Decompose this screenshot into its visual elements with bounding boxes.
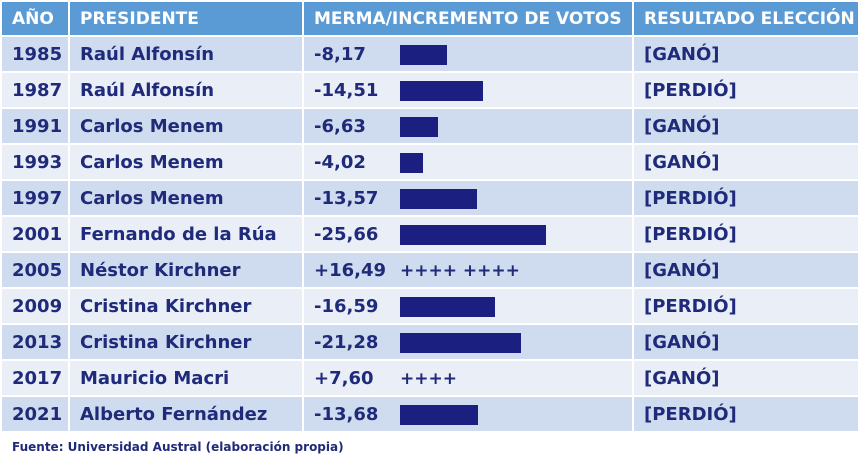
change-cell: -4,02 [302,143,634,181]
change-value: -25,66 [314,223,379,245]
loss-bar [400,224,547,245]
result-cell: [GANÓ] [632,323,860,361]
year-cell: 1991 [0,107,70,145]
table-row: 2013 Cristina Kirchner -21,28 [GANÓ] [0,323,860,361]
change-cell: -8,17 [302,35,634,73]
change-value: -13,68 [314,403,379,425]
table-row: 2021 Alberto Fernández -13,68 [PERDIÓ] [0,395,860,433]
change-value: +7,60 [314,367,374,389]
president-cell: Raúl Alfonsín [68,35,304,73]
header-result: RESULTADO ELECCIÓN [632,0,860,37]
year-cell: 2005 [0,251,70,289]
gain-marker: ++++ ++++ [400,260,520,281]
header-row: AÑO PRESIDENTE MERMA/INCREMENTO DE VOTOS… [0,0,860,37]
table-row: 2009 Cristina Kirchner -16,59 [PERDIÓ] [0,287,860,325]
result-cell: [PERDIÓ] [632,71,860,109]
year-cell: 2021 [0,395,70,433]
change-cell: -21,28 [302,323,634,361]
change-cell: -13,57 [302,179,634,217]
result-cell: [PERDIÓ] [632,215,860,253]
president-cell: Néstor Kirchner [68,251,304,289]
result-cell: [PERDIÓ] [632,179,860,217]
loss-bar [400,296,495,317]
president-cell: Carlos Menem [68,107,304,145]
year-cell: 1987 [0,71,70,109]
result-cell: [GANÓ] [632,35,860,73]
table-row: 1991 Carlos Menem -6,63 [GANÓ] [0,107,860,145]
year-cell: 2001 [0,215,70,253]
year-cell: 1997 [0,179,70,217]
loss-bar [400,188,478,209]
result-cell: [GANÓ] [632,107,860,145]
president-cell: Raúl Alfonsín [68,71,304,109]
table-row: 1987 Raúl Alfonsín -14,51 [PERDIÓ] [0,71,860,109]
change-value: -6,63 [314,115,366,137]
table-row: 2001 Fernando de la Rúa -25,66 [PERDIÓ] [0,215,860,253]
loss-bar [400,44,447,65]
change-value: +16,49 [314,259,387,281]
header-president: PRESIDENTE [68,0,304,37]
president-cell: Carlos Menem [68,143,304,181]
table-row: 1993 Carlos Menem -4,02 [GANÓ] [0,143,860,181]
president-cell: Carlos Menem [68,179,304,217]
loss-bar [400,152,423,173]
year-cell: 2017 [0,359,70,397]
year-cell: 1993 [0,143,70,181]
change-cell: -25,66 [302,215,634,253]
change-cell: -13,68 [302,395,634,433]
change-value: -8,17 [314,43,366,65]
change-cell: -6,63 [302,107,634,145]
table-row: 2005 Néstor Kirchner +16,49 ++++ ++++ [GANÓ] [0,251,860,289]
loss-bar [400,332,522,353]
loss-bar [400,404,478,425]
header-year: AÑO [0,0,70,37]
table-row: 1997 Carlos Menem -13,57 [PERDIÓ] [0,179,860,217]
change-value: -21,28 [314,331,379,353]
year-cell: 2013 [0,323,70,361]
president-cell: Fernando de la Rúa [68,215,304,253]
change-cell: -16,59 [302,287,634,325]
table-row: 1985 Raúl Alfonsín -8,17 [GANÓ] [0,35,860,73]
result-cell: [GANÓ] [632,359,860,397]
result-cell: [PERDIÓ] [632,287,860,325]
year-cell: 1985 [0,35,70,73]
votes-table: AÑO PRESIDENTE MERMA/INCREMENTO DE VOTOS… [0,0,860,433]
change-value: -4,02 [314,151,366,173]
source-note: Fuente: Universidad Austral (elaboración… [12,440,344,454]
table-row: 2017 Mauricio Macri +7,60 ++++ [GANÓ] [0,359,860,397]
gain-marker: ++++ [400,368,457,389]
change-cell: +16,49 ++++ ++++ [302,251,634,289]
loss-bar [400,116,438,137]
loss-bar [400,80,483,101]
year-cell: 2009 [0,287,70,325]
president-cell: Cristina Kirchner [68,323,304,361]
change-value: -14,51 [314,79,379,101]
result-cell: [PERDIÓ] [632,395,860,433]
president-cell: Mauricio Macri [68,359,304,397]
change-value: -13,57 [314,187,379,209]
change-value: -16,59 [314,295,379,317]
president-cell: Cristina Kirchner [68,287,304,325]
change-cell: +7,60 ++++ [302,359,634,397]
change-cell: -14,51 [302,71,634,109]
header-change: MERMA/INCREMENTO DE VOTOS [302,0,634,37]
result-cell: [GANÓ] [632,143,860,181]
president-cell: Alberto Fernández [68,395,304,433]
result-cell: [GANÓ] [632,251,860,289]
